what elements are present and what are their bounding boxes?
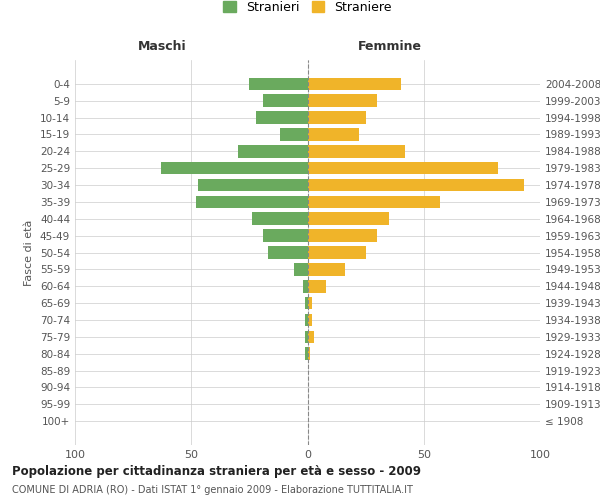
Bar	[305, 297, 308, 310]
Text: Femmine: Femmine	[358, 40, 422, 52]
Bar	[196, 196, 308, 208]
Bar	[308, 280, 326, 292]
Bar	[252, 212, 308, 225]
Bar	[250, 78, 308, 90]
Bar	[308, 297, 312, 310]
Bar	[308, 94, 377, 107]
Text: COMUNE DI ADRIA (RO) - Dati ISTAT 1° gennaio 2009 - Elaborazione TUTTITALIA.IT: COMUNE DI ADRIA (RO) - Dati ISTAT 1° gen…	[12, 485, 413, 495]
Bar	[308, 330, 314, 343]
Bar	[198, 178, 308, 192]
Bar	[308, 196, 440, 208]
Bar	[308, 178, 524, 192]
Bar	[280, 128, 308, 141]
Bar	[308, 348, 310, 360]
Bar	[308, 111, 365, 124]
Y-axis label: Fasce di età: Fasce di età	[25, 220, 34, 286]
Bar	[308, 128, 359, 141]
Bar	[305, 330, 308, 343]
Bar	[308, 314, 312, 326]
Bar	[293, 263, 308, 276]
Bar	[303, 280, 308, 292]
Bar	[263, 94, 308, 107]
Bar	[308, 78, 401, 90]
Bar	[308, 145, 405, 158]
Bar	[305, 314, 308, 326]
Bar	[308, 212, 389, 225]
Bar	[308, 230, 377, 242]
Bar	[305, 348, 308, 360]
Bar	[268, 246, 308, 259]
Bar	[238, 145, 308, 158]
Bar	[263, 230, 308, 242]
Bar	[308, 246, 365, 259]
Bar	[308, 162, 498, 174]
Bar	[308, 263, 344, 276]
Bar	[161, 162, 308, 174]
Legend: Stranieri, Straniere: Stranieri, Straniere	[220, 0, 395, 18]
Text: Maschi: Maschi	[137, 40, 187, 52]
Text: Popolazione per cittadinanza straniera per età e sesso - 2009: Popolazione per cittadinanza straniera p…	[12, 465, 421, 478]
Bar	[256, 111, 308, 124]
